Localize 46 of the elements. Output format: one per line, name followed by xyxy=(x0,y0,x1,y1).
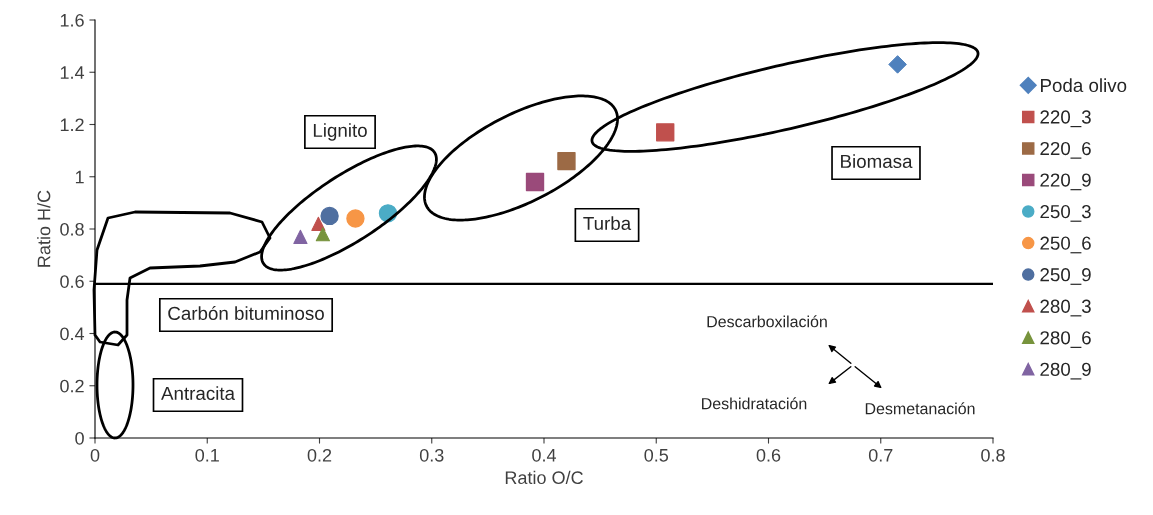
point xyxy=(346,209,365,228)
x-axis-title: Ratio O/C xyxy=(505,470,583,485)
legend-label: 220_3 xyxy=(1040,110,1091,128)
x-tick-label: 0.8 xyxy=(981,448,1005,462)
y-tick-label: 1.4 xyxy=(60,66,85,79)
legend-label: 250_3 xyxy=(1040,204,1091,222)
point xyxy=(320,206,339,226)
y-tick-label: 1 xyxy=(75,170,84,184)
x-tick-label: 0.7 xyxy=(868,448,893,462)
annotation: Biomasa xyxy=(841,154,913,169)
y-axis-title: Ratio H/C xyxy=(37,190,51,267)
annotation: Descarboxilación xyxy=(707,315,827,328)
y-tick-label: 0.2 xyxy=(60,379,84,393)
legend-label: 280_9 xyxy=(1040,362,1091,380)
annotation: Deshidratación xyxy=(702,397,807,410)
point xyxy=(315,227,330,242)
x-tick-label: 0.5 xyxy=(644,448,669,462)
point xyxy=(293,229,308,244)
annotation: Carbón bituminoso xyxy=(168,306,324,321)
point xyxy=(525,172,545,192)
y-tick-label: 1.6 xyxy=(60,13,84,27)
legend-label: 280_6 xyxy=(1040,331,1091,348)
legend-label: 220_6 xyxy=(1040,141,1091,159)
x-tick-label: 0.6 xyxy=(756,448,781,462)
annotation: Antracita xyxy=(161,386,235,401)
y-tick-label: 0.8 xyxy=(60,222,84,236)
point xyxy=(557,151,576,171)
y-tick-label: 0.4 xyxy=(60,327,85,341)
x-tick-label: 0.4 xyxy=(532,448,557,462)
annotation: Turba xyxy=(583,216,632,231)
x-tick-label: 0.2 xyxy=(307,448,332,462)
legend-label: 280_3 xyxy=(1040,299,1091,317)
point xyxy=(311,216,326,231)
x-tick-label: 0.3 xyxy=(419,448,444,462)
x-tick-label: 0 xyxy=(90,448,100,462)
point xyxy=(656,123,675,142)
annotation: Lignito xyxy=(313,123,367,141)
x-tick-label: 0.1 xyxy=(195,448,219,462)
legend-label: 220_9 xyxy=(1040,173,1091,191)
legend-label: Poda olivo xyxy=(1041,78,1127,93)
legend-label: 250_9 xyxy=(1040,268,1091,285)
annotation: Desmetanación xyxy=(865,402,975,415)
y-tick-label: 1.2 xyxy=(60,118,84,132)
y-tick-label: 0.6 xyxy=(60,275,84,288)
y-tick-label: 0 xyxy=(75,431,84,445)
legend-label: 250_6 xyxy=(1040,236,1091,254)
